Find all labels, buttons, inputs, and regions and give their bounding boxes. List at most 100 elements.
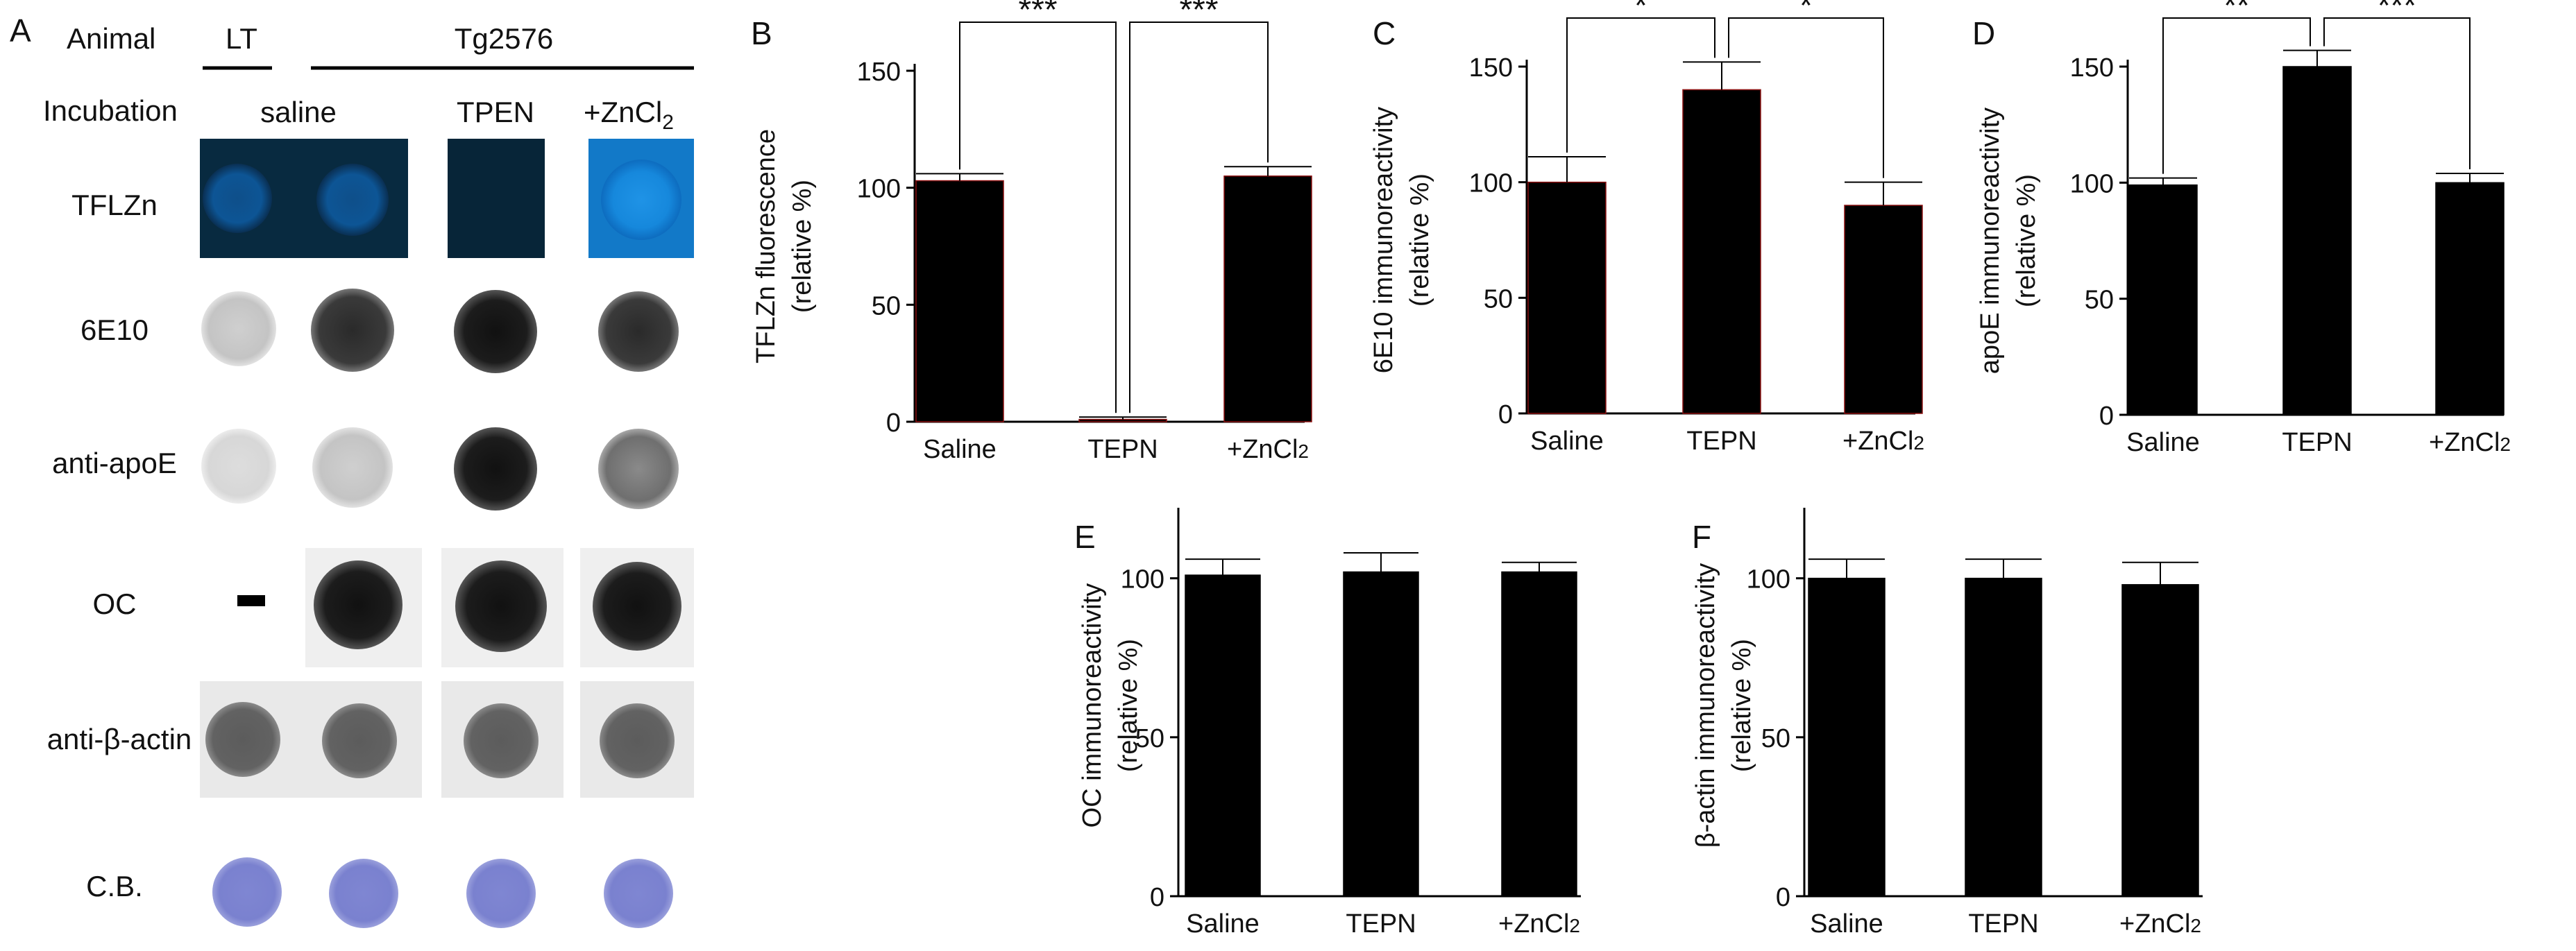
y-label2-f: (relative %)	[1727, 639, 1756, 772]
apoe-dot-tg-saline	[312, 427, 393, 508]
chart-panel-f: F 0 50 100 β-actin immunoreactivity (relative…	[1691, 508, 2203, 939]
y-tick-label-c-100: 100	[1469, 169, 1513, 198]
category-sub-c-2: 2	[1913, 432, 1924, 454]
y-tick-label-b-100: 100	[857, 175, 901, 204]
y-label2-c: (relative %)	[1405, 173, 1434, 307]
significance-bracket-d-1	[2323, 17, 2471, 169]
bar-b-1	[1078, 418, 1167, 422]
chart-panel-c: C 0 50 100 150 6E10 immunoreactivity (relative…	[1369, 0, 1924, 456]
bar-e-2	[1501, 571, 1577, 897]
category-text-f-2: +ZnCl	[2119, 909, 2190, 939]
row-label-oc: OC	[93, 588, 137, 620]
category-text-e-2: +ZnCl	[1498, 909, 1569, 939]
category-label-f-2: +ZnCl2	[2119, 909, 2201, 939]
oc-dot-tpen	[455, 560, 547, 652]
y-tick-label-b-50: 50	[872, 291, 901, 320]
cb-dot-tpen	[466, 859, 536, 928]
y-label-c: 6E10 immunoreactivity	[1369, 107, 1398, 373]
significance-bracket-d-0	[2162, 17, 2311, 174]
significance-label-d-1: ***	[2378, 0, 2416, 24]
chart-panel-b: B 0 50 100 150 TFLZn fluorescence (relative %)…	[751, 0, 1312, 464]
bar-d-0	[2128, 184, 2198, 415]
y-tick-label-c-0: 0	[1498, 400, 1513, 429]
row-label-actin: anti-β-actin	[47, 723, 192, 755]
row-label-cb: C.B.	[86, 870, 143, 902]
6e10-dot-tg-saline	[311, 289, 394, 372]
category-label-e-0: Saline	[1186, 909, 1260, 939]
cb-dot-lt	[212, 857, 282, 927]
y-label-f: β-actin immunoreactivity	[1691, 563, 1720, 848]
row-label-apoe: anti-apoE	[52, 447, 177, 479]
category-text-b-2: +ZnCl	[1227, 435, 1298, 464]
tpen-label: TPEN	[457, 96, 534, 128]
category-label-b-2: +ZnCl2	[1227, 435, 1309, 464]
cb-dot-zncl2	[604, 859, 673, 928]
bar-f-1	[1965, 577, 2042, 897]
y-tick-label-e-50: 50	[1135, 724, 1164, 753]
oc-dot-zncl2	[593, 562, 681, 651]
bar-e-0	[1185, 574, 1261, 897]
6e10-dot-lt	[201, 291, 276, 366]
y-tick-label-e-100: 100	[1121, 565, 1164, 594]
y-tick-label-f-0: 0	[1776, 883, 1790, 912]
significance-label-b-1: ***	[1179, 0, 1218, 28]
tflzn-dot-tg-saline	[316, 164, 389, 236]
category-sub-e-2: 2	[1569, 915, 1580, 936]
actin-dot-tpen	[464, 703, 539, 778]
y-tick-label-b-0: 0	[886, 409, 901, 438]
chart-panel-d: D 0 50 100 150 apoE immunoreactivity (relative…	[1972, 0, 2511, 457]
y-tick-label-d-50: 50	[2085, 286, 2114, 315]
category-label-f-1: TEPN	[1968, 909, 2038, 939]
category-label-f-0: Saline	[1810, 909, 1883, 939]
y-tick-label-e-0: 0	[1150, 883, 1164, 912]
category-label-b-0: Saline	[923, 435, 997, 464]
saline-label: saline	[260, 96, 337, 128]
bar-c-2	[1844, 205, 1923, 414]
bar-b-0	[915, 180, 1004, 422]
significance-label-c-1: *	[1799, 0, 1813, 24]
panel-a: A Animal LT Tg2576 Incubation saline TPE…	[10, 12, 694, 928]
zncl2-subscript: 2	[662, 111, 674, 134]
bar-c-1	[1682, 89, 1761, 414]
y-tick-label-d-150: 150	[2070, 53, 2114, 83]
category-sub-b-2: 2	[1298, 440, 1309, 462]
y-tick-label-c-150: 150	[1469, 53, 1513, 83]
panel-letter-f: F	[1692, 519, 1711, 555]
y-label-d: apoE immunoreactivity	[1976, 108, 2005, 374]
apoe-dot-tpen	[454, 427, 537, 511]
panel-a-letter: A	[10, 12, 31, 49]
tg2576-label: Tg2576	[455, 22, 553, 55]
significance-bracket-c-0	[1566, 17, 1715, 153]
tflzn-dot-lt	[203, 164, 272, 233]
category-text-c-2: +ZnCl	[1842, 427, 1913, 456]
y-tick-label-c-50: 50	[1484, 284, 1513, 314]
significance-label-c-0: *	[1634, 0, 1647, 24]
panel-letter-e: E	[1074, 519, 1096, 555]
category-label-d-0: Saline	[2126, 428, 2200, 457]
category-label-d-1: TEPN	[2282, 428, 2352, 457]
bar-d-1	[2282, 66, 2352, 415]
bar-c-0	[1527, 181, 1607, 414]
bar-d-2	[2435, 182, 2505, 415]
category-sub-f-2: 2	[2190, 915, 2201, 936]
panel-letter-b: B	[751, 15, 772, 51]
chart-panel-e: E 0 50 100 OC immunoreactivity (relative %) Sa…	[1074, 508, 1581, 939]
panel-letter-c: C	[1373, 15, 1396, 51]
row-label-6e10: 6E10	[80, 314, 149, 346]
bar-f-2	[2121, 584, 2199, 897]
actin-dot-zncl2	[600, 703, 675, 778]
category-label-b-1: TEPN	[1087, 435, 1158, 464]
category-label-c-2: +ZnCl2	[1842, 427, 1924, 456]
bar-e-1	[1343, 571, 1419, 897]
tflzn-dot-zncl2	[601, 160, 681, 240]
bar-b-2	[1223, 175, 1312, 422]
bar-f-0	[1808, 577, 1886, 897]
y-tick-label-b-150: 150	[857, 58, 901, 87]
significance-bracket-b-0	[959, 22, 1117, 413]
oc-dash-lt	[237, 595, 265, 606]
animal-label: Animal	[67, 22, 155, 55]
significance-bracket-b-1	[1129, 22, 1269, 413]
incubation-label: Incubation	[43, 94, 178, 127]
